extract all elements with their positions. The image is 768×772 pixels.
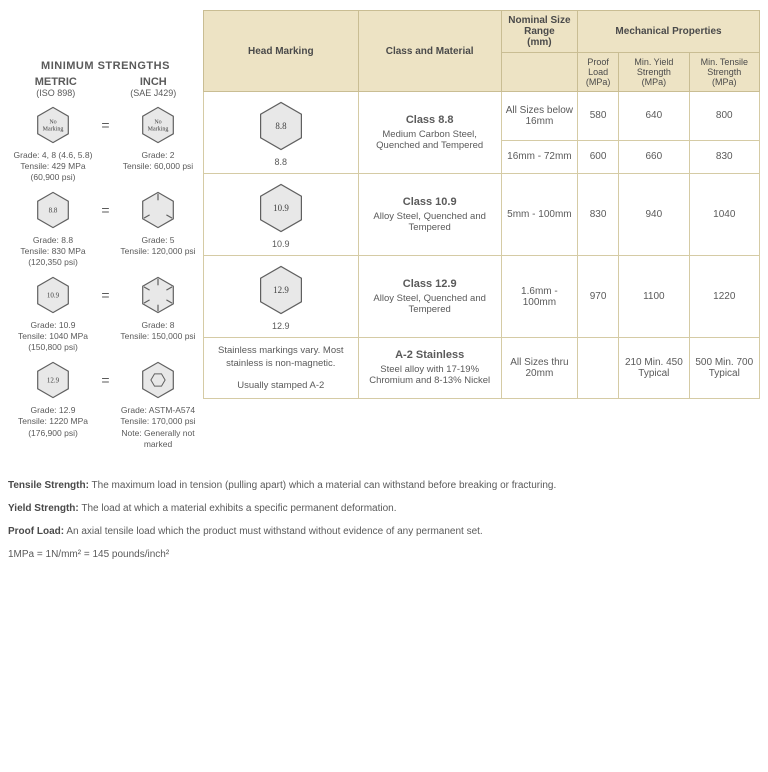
marking-cell: 12.912.9	[204, 256, 359, 338]
svg-text:10.9: 10.9	[273, 203, 289, 213]
svg-text:Marking: Marking	[43, 127, 64, 133]
svg-text:8.8: 8.8	[275, 121, 287, 131]
def-conversion: 1MPa = 1N/mm² = 145 pounds/inch²	[8, 547, 760, 562]
th-yield: Min. Yield Strength(MPa)	[619, 53, 689, 92]
data-cell: 940	[619, 174, 689, 256]
data-cell: 830	[578, 174, 619, 256]
def-yield-label: Yield Strength:	[8, 503, 79, 514]
definitions: Tensile Strength: The maximum load in te…	[8, 478, 760, 562]
th-proof: Proof Load(MPa)	[578, 53, 619, 92]
table-row: 10.910.9Class 10.9Alloy Steel, Quenched …	[204, 174, 760, 256]
main-container: MINIMUM STRENGTHS METRIC (ISO 898) INCH …	[0, 0, 768, 466]
data-cell: 580	[578, 92, 619, 141]
left-title: MINIMUM STRENGTHS	[8, 60, 203, 72]
left-column: MINIMUM STRENGTHS METRIC (ISO 898) INCH …	[8, 10, 203, 456]
comparison-row: NoMarking = NoMarking	[8, 104, 203, 146]
marking-cell: 8.88.8	[204, 92, 359, 174]
data-cell: 1040	[689, 174, 759, 256]
def-proof: An axial tensile load which the product …	[66, 526, 482, 537]
svg-text:12.9: 12.9	[47, 377, 60, 385]
comparison-row: 12.9 =	[8, 359, 203, 401]
marking-cell: 10.910.9	[204, 174, 359, 256]
data-cell: 16mm - 72mm	[501, 140, 577, 173]
data-cell: 660	[619, 140, 689, 173]
data-cell: All Sizes below 16mm	[501, 92, 577, 141]
comparison-row: 10.9 =	[8, 274, 203, 316]
class-cell: Class 10.9Alloy Steel, Quenched and Temp…	[358, 174, 501, 256]
data-cell: 970	[578, 256, 619, 338]
table-row: Stainless markings vary. Most stainless …	[204, 338, 760, 399]
th-nominal-spacer	[501, 53, 577, 92]
data-cell: 600	[578, 140, 619, 173]
class-cell: A-2 StainlessSteel alloy with 17-19% Chr…	[358, 338, 501, 399]
data-cell: 5mm - 100mm	[501, 174, 577, 256]
data-cell	[578, 338, 619, 399]
data-cell: 210 Min. 450 Typical	[619, 338, 689, 399]
table-row: 8.88.8Class 8.8Medium Carbon Steel, Quen…	[204, 92, 760, 141]
table-row: 12.912.9Class 12.9Alloy Steel, Quenched …	[204, 256, 760, 338]
def-proof-label: Proof Load:	[8, 526, 64, 537]
data-cell: 800	[689, 92, 759, 141]
metric-unit: METRIC	[35, 76, 77, 88]
def-tensile-label: Tensile Strength:	[8, 480, 89, 491]
data-cell: 1220	[689, 256, 759, 338]
svg-text:12.9: 12.9	[273, 285, 289, 295]
svg-text:No: No	[49, 120, 56, 126]
inch-unit: INCH	[130, 76, 176, 88]
svg-text:10.9: 10.9	[47, 292, 60, 300]
marking-cell: Stainless markings vary. Most stainless …	[204, 338, 359, 399]
data-cell: All Sizes thru 20mm	[501, 338, 577, 399]
data-cell: 830	[689, 140, 759, 173]
data-cell: 1100	[619, 256, 689, 338]
properties-table: Head Marking Class and Material Nominal …	[203, 10, 760, 399]
th-head-marking: Head Marking	[204, 11, 359, 92]
metric-std: (ISO 898)	[35, 88, 77, 98]
inch-std: (SAE J429)	[130, 88, 176, 98]
data-cell: 640	[619, 92, 689, 141]
data-cell: 500 Min. 700 Typical	[689, 338, 759, 399]
svg-text:8.8: 8.8	[49, 207, 58, 215]
def-yield: The load at which a material exhibits a …	[81, 503, 396, 514]
class-cell: Class 8.8Medium Carbon Steel, Quenched a…	[358, 92, 501, 174]
right-column: Head Marking Class and Material Nominal …	[203, 10, 760, 456]
left-headers: METRIC (ISO 898) INCH (SAE J429)	[8, 76, 203, 98]
th-mech: Mechanical Properties	[578, 11, 760, 53]
th-nominal: Nominal Size Range(mm)	[501, 11, 577, 53]
def-tensile: The maximum load in tension (pulling apa…	[92, 480, 557, 491]
svg-text:No: No	[154, 120, 161, 126]
svg-text:Marking: Marking	[148, 127, 169, 133]
class-cell: Class 12.9Alloy Steel, Quenched and Temp…	[358, 256, 501, 338]
th-class-material: Class and Material	[358, 11, 501, 92]
data-cell: 1.6mm - 100mm	[501, 256, 577, 338]
th-tensile: Min. Tensile Strength(MPa)	[689, 53, 759, 92]
comparison-row: 8.8 =	[8, 189, 203, 231]
